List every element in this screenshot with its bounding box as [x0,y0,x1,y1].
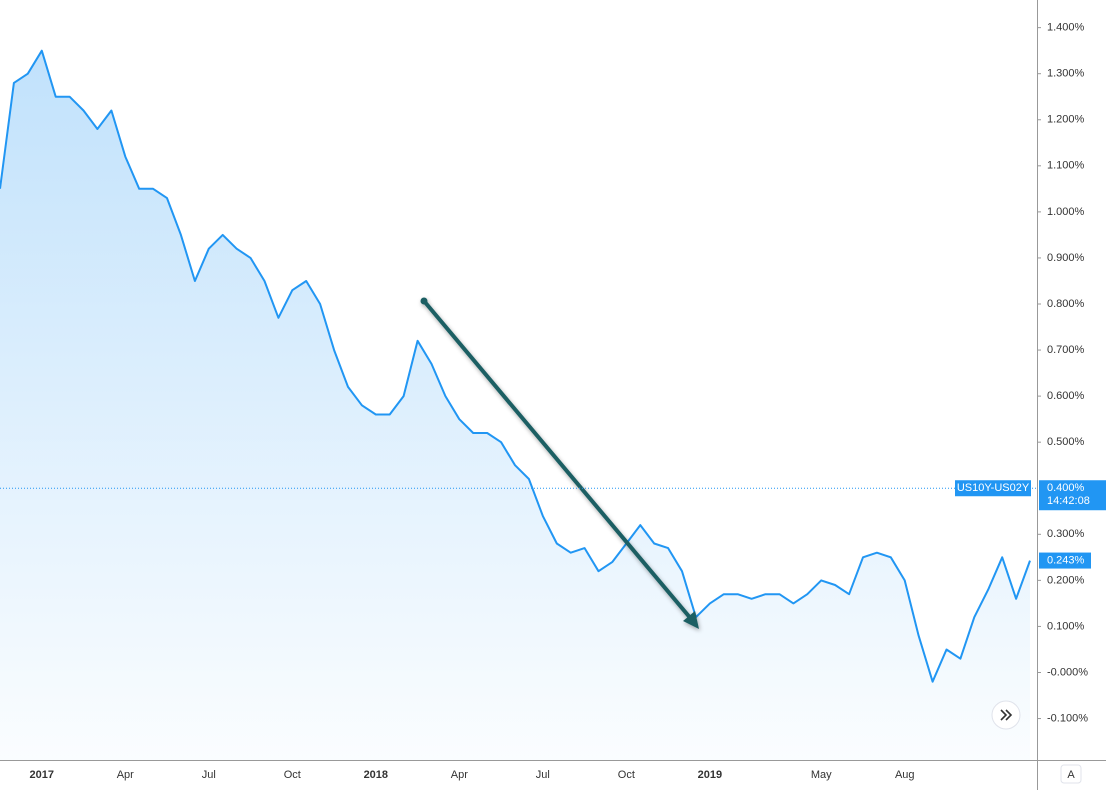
y-tick-label: 0.100% [1047,620,1085,632]
y-tick-label: 0.800% [1047,298,1085,310]
x-tick-label: Apr [451,769,468,781]
y-tick-label: 1.100% [1047,160,1085,172]
symbol-badge [955,480,1031,497]
trend-arrow [420,297,699,629]
y-tick-label: 1.200% [1047,114,1085,126]
y-tick-label: 0.200% [1047,574,1085,586]
x-tick-label: Apr [117,769,134,781]
reference-badge [1039,480,1106,511]
scroll-button[interactable] [991,700,1021,730]
line [0,49,1031,683]
area-fill [0,50,1030,760]
plot-area [0,49,1031,760]
current-value-badge [1039,552,1091,569]
reference-label: 0.400% [1047,482,1085,494]
y-tick-label: -0.100% [1047,712,1088,724]
symbol-label: US10Y-US02Y [957,482,1030,494]
y-tick-label: 1.300% [1047,68,1085,80]
scroll-icon[interactable] [1000,709,1013,721]
y-tick-label: -0.000% [1047,666,1088,678]
y-tick-label: 1.400% [1047,22,1085,34]
countdown-label: 14:42:08 [1047,495,1090,507]
y-tick-label: 0.900% [1047,252,1085,264]
arrow-head [683,611,699,629]
x-tick-label: 2017 [30,769,54,781]
x-tick-label: Oct [618,769,635,781]
x-tick-label: May [811,769,832,781]
arrow-shaft [422,299,694,622]
y-tick-label: 0.300% [1047,528,1085,540]
x-tick-label: 2019 [698,769,722,781]
x-tick-label: Oct [284,769,301,781]
x-tick-label: 2018 [364,769,388,781]
x-tick-label: Jul [536,769,550,781]
y-tick-label: 1.000% [1047,206,1085,218]
auto-scale-button[interactable]: A [1060,764,1082,784]
y-tick-label: 0.700% [1047,344,1085,356]
arrow-start [420,297,428,305]
y-tick-label: 0.500% [1047,436,1085,448]
current-value-label: 0.243% [1047,554,1085,566]
auto-scale-label[interactable]: A [1067,769,1075,781]
auto-scale-bg[interactable] [1060,764,1082,784]
y-tick-label: 0.600% [1047,390,1085,402]
x-tick-label: Jul [202,769,216,781]
x-tick-label: Aug [895,769,915,781]
